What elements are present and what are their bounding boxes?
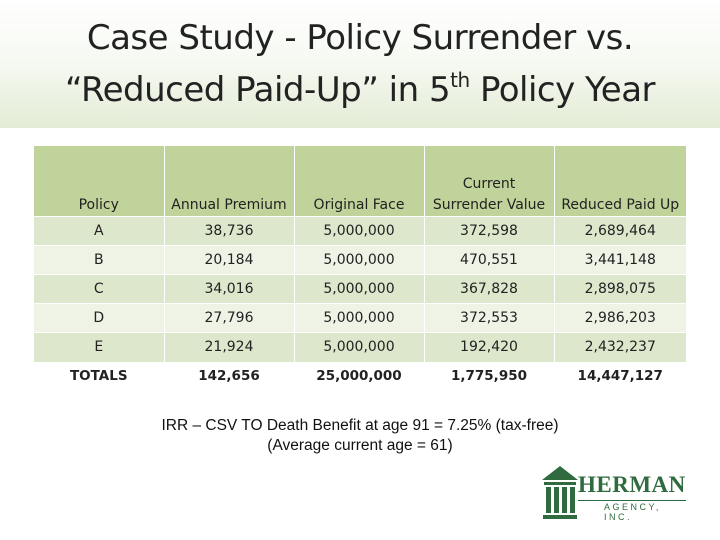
cell-surrender-value: 367,828 xyxy=(424,274,555,304)
logo-divider xyxy=(578,500,686,501)
cell-annual-premium: 38,736 xyxy=(164,216,295,246)
table-row: A 38,736 5,000,000 372,598 2,689,464 xyxy=(34,216,686,246)
cell-surrender-value: 372,598 xyxy=(424,216,555,246)
table-row: B 20,184 5,000,000 470,551 3,441,148 xyxy=(34,245,686,275)
cell-original-face: 5,000,000 xyxy=(294,274,425,304)
cell-surrender-value: 372,553 xyxy=(424,303,555,333)
cell-reduced-paid-up: 3,441,148 xyxy=(554,245,686,275)
policy-table: Policy Annual Premium Original Face Curr… xyxy=(34,146,686,391)
table-row: E 21,924 5,000,000 192,420 2,432,237 xyxy=(34,332,686,362)
totals-surrender-value: 1,775,950 xyxy=(424,361,555,391)
title-band xyxy=(0,0,720,128)
header-annual-premium: Annual Premium xyxy=(164,146,295,217)
cell-annual-premium: 27,796 xyxy=(164,303,295,333)
title-ordinal-suffix: th xyxy=(450,68,470,92)
cell-original-face: 5,000,000 xyxy=(294,332,425,362)
logo-subtitle: AGENCY, INC. xyxy=(604,502,661,522)
table-row: C 34,016 5,000,000 367,828 2,898,075 xyxy=(34,274,686,304)
cell-annual-premium: 34,016 xyxy=(164,274,295,304)
cell-reduced-paid-up: 2,898,075 xyxy=(554,274,686,304)
herman-agency-logo: HERMAN AGENCY, INC. xyxy=(540,462,690,522)
cell-annual-premium: 21,924 xyxy=(164,332,295,362)
totals-reduced-paid-up: 14,447,127 xyxy=(554,361,686,391)
title-line-2-text: “Reduced Paid-Up” in 5 xyxy=(64,70,451,110)
cell-annual-premium: 20,184 xyxy=(164,245,295,275)
title-line-2-end: Policy Year xyxy=(469,70,656,110)
header-policy: Policy xyxy=(34,146,165,217)
irr-note: IRR – CSV TO Death Benefit at age 91 = 7… xyxy=(100,416,620,456)
title-line-1: Case Study - Policy Surrender vs. xyxy=(86,18,634,58)
cell-reduced-paid-up: 2,986,203 xyxy=(554,303,686,333)
cell-reduced-paid-up: 2,689,464 xyxy=(554,216,686,246)
cell-surrender-value: 470,551 xyxy=(424,245,555,275)
slide-title: Case Study - Policy Surrender vs. “Reduc… xyxy=(0,12,720,116)
header-original-face: Original Face xyxy=(294,146,425,217)
cell-policy: A xyxy=(34,216,165,246)
header-reduced-paid-up: Reduced Paid Up xyxy=(554,146,686,217)
cell-reduced-paid-up: 2,432,237 xyxy=(554,332,686,362)
totals-original-face: 25,000,000 xyxy=(294,361,425,391)
table-totals-row: TOTALS 142,656 25,000,000 1,775,950 14,4… xyxy=(34,361,686,391)
building-icon xyxy=(542,466,578,519)
cell-policy: C xyxy=(34,274,165,304)
irr-note-line-2: (Average current age = 61) xyxy=(267,437,453,454)
logo-name: HERMAN xyxy=(578,472,686,497)
cell-original-face: 5,000,000 xyxy=(294,216,425,246)
table-row: D 27,796 5,000,000 372,553 2,986,203 xyxy=(34,303,686,333)
cell-surrender-value: 192,420 xyxy=(424,332,555,362)
cell-policy: D xyxy=(34,303,165,333)
cell-original-face: 5,000,000 xyxy=(294,245,425,275)
totals-label: TOTALS xyxy=(34,361,165,391)
irr-note-line-1: IRR – CSV TO Death Benefit at age 91 = 7… xyxy=(161,417,559,434)
table-header-row: Policy Annual Premium Original Face Curr… xyxy=(34,146,686,217)
cell-original-face: 5,000,000 xyxy=(294,303,425,333)
cell-policy: E xyxy=(34,332,165,362)
header-current-surrender-value: Current Surrender Value xyxy=(424,146,555,217)
cell-policy: B xyxy=(34,245,165,275)
totals-annual-premium: 142,656 xyxy=(164,361,295,391)
title-line-2: “Reduced Paid-Up” in 5th Policy Year xyxy=(0,64,720,116)
